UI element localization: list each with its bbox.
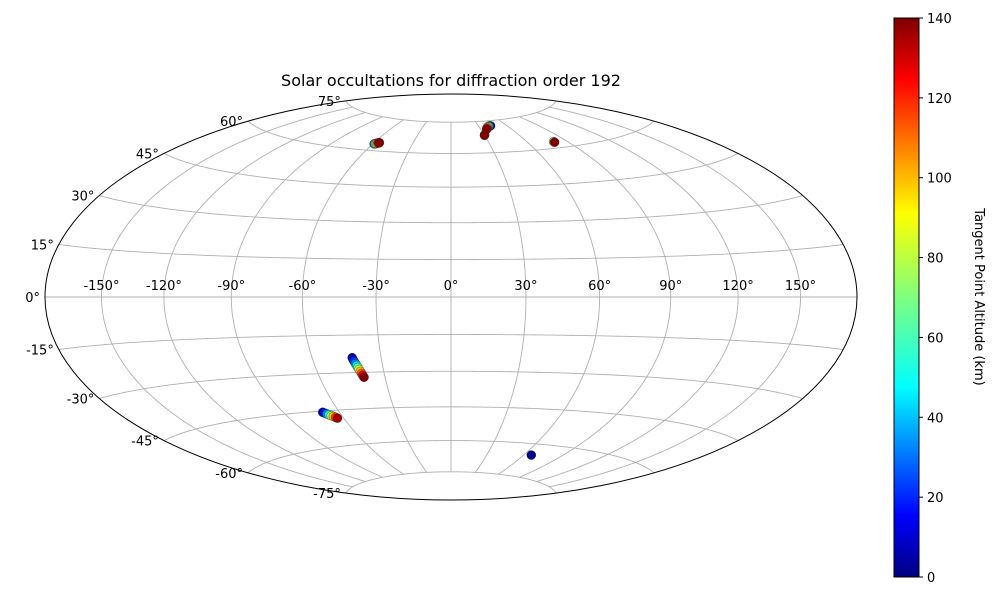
data-point [526,450,536,460]
colorbar-label: Tangent Point Altitude (km) [971,207,986,385]
grid-meridian [474,121,527,473]
colorbar-tick-label: 0 [927,571,935,586]
lon-tick-label: -90° [217,279,245,294]
lon-tick-label: -60° [289,279,317,294]
lon-tick-label: -30° [362,279,390,294]
grid-meridian [375,121,428,473]
grid-meridian [549,106,801,488]
data-point [359,372,369,382]
lon-tick-label: 150° [785,279,816,294]
grid-meridian [101,106,353,488]
colorbar-tick-label: 100 [927,172,952,187]
grid-meridian [536,112,739,482]
map-boundary [44,93,858,501]
latitude-tick-labels: 75° 60° 45° 30° 15° 0° -15° -30° -45° -60° -75° [25,95,341,502]
lat-tick-label: -30° [67,393,95,408]
lon-tick-label: 30° [514,279,537,294]
lat-tick-label: 75° [318,95,341,110]
data-point [549,137,560,147]
grid-meridian [519,116,672,478]
lon-tick-label: 90° [659,279,682,294]
colorbar-tick-label: 20 [927,491,944,506]
lat-tick-label: 30° [71,190,94,205]
colorbar-ticks: 0 20 40 60 80 100 120 140 [919,12,952,586]
lat-tick-label: -45° [131,435,159,450]
colorbar-tick-label: 140 [927,12,952,27]
lon-tick-label: -150° [83,279,119,294]
lat-tick-label: 60° [220,115,243,130]
grid-meridian [163,112,366,482]
lat-tick-label: -15° [26,344,54,359]
longitude-tick-labels: -150° -120° -90° -60° -30° 0° 30° 60° 90° 120° 150… [83,279,816,294]
colorbar-tick-label: 60 [927,331,944,346]
lon-tick-label: 60° [588,279,611,294]
lat-tick-label: 0° [25,291,40,306]
data-point [481,124,492,134]
chart-title: Solar occultations for diffraction order… [281,71,621,90]
data-points [317,121,560,460]
lat-tick-label: 15° [31,238,54,253]
lon-tick-label: 120° [722,279,753,294]
data-point [374,138,385,148]
lon-tick-label: 0° [444,279,459,294]
grid-meridian [301,119,404,475]
colorbar-tick-label: 80 [927,252,944,267]
lat-tick-label: 45° [136,147,159,162]
grid-meridian [230,116,383,478]
graticule-grid [45,100,857,494]
lon-tick-label: -120° [146,279,182,294]
colorbar-tick-label: 40 [927,411,944,426]
grid-meridian [498,119,601,475]
data-point [332,413,343,423]
colorbar-tick-label: 120 [927,92,952,107]
lat-tick-label: -75° [313,487,341,502]
colorbar [893,17,920,578]
lat-tick-label: -60° [215,467,243,482]
